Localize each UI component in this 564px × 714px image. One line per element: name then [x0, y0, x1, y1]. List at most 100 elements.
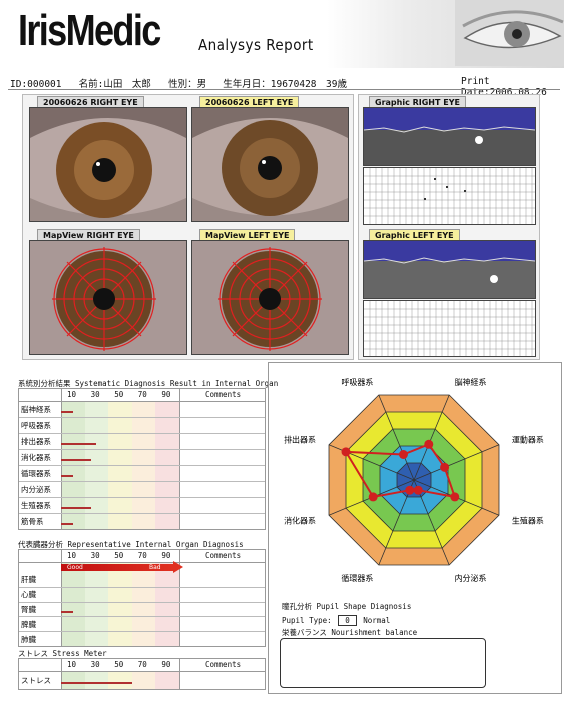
radar-axis-label: 循環器系 [341, 573, 373, 583]
left-eye-photo [191, 107, 349, 222]
radar-point [450, 492, 460, 502]
graphic-left-grid [363, 300, 536, 357]
header-divider [19, 671, 265, 672]
representative-title: 代表臓器分析 Representative Internal Organ Dia… [18, 540, 244, 549]
row-label: 脳神経系 [21, 405, 51, 414]
scale-band [155, 562, 179, 646]
good-label: Good [67, 564, 83, 571]
column-divider [61, 659, 62, 689]
scale-tick-label: 70 [137, 390, 147, 399]
score-bar [61, 523, 73, 525]
graphic-right-strip [363, 107, 536, 166]
scale-tick-label: 70 [137, 551, 147, 560]
radar-point [398, 450, 408, 460]
score-bar [61, 475, 73, 477]
pupil-title: 瞳孔分析 Pupil Shape Diagnosis [282, 602, 412, 611]
row-divider [19, 513, 265, 514]
iris-image-panel: 20060626 RIGHT EYE 20060626 LEFT EYE Map… [22, 94, 354, 360]
radar-spoke [413, 444, 500, 481]
scale-tick-label: 50 [114, 390, 124, 399]
scale-tick-label: 30 [90, 390, 100, 399]
scale-tick-label: 70 [137, 660, 147, 669]
right-eye-photo [29, 107, 187, 222]
column-divider [179, 659, 180, 689]
header-divider [19, 562, 265, 563]
radar-spoke [378, 394, 415, 481]
radar-point [440, 462, 450, 472]
score-bar [61, 507, 91, 509]
stress-table: 10 30 50 70 90 Comments ストレス [18, 658, 266, 690]
scale-tick-label: 10 [67, 390, 77, 399]
radar-axis-label: 運動器系 [512, 434, 544, 444]
row-label: 腎臓 [21, 605, 36, 614]
scale-band [131, 562, 156, 646]
systematic-title: 系統別分析結果 Systematic Diagnosis Result in I… [18, 379, 279, 388]
scale-band [155, 671, 179, 689]
patient-birth: 生年月日：19670428 39歳 [223, 79, 347, 90]
comments-header: Comments [205, 390, 242, 399]
nourish-box [280, 638, 486, 688]
scale-band [108, 562, 132, 646]
print-date: Print Date:2006.08.26 [461, 76, 547, 98]
radar-point [424, 439, 434, 449]
scale-tick-label: 50 [114, 660, 124, 669]
systematic-table: 10 30 50 70 90 Comments 脳神経系 呼吸器系 排出器系 消化器系 循環器系 内分… [18, 388, 266, 530]
score-bar [61, 459, 91, 461]
column-divider [61, 550, 62, 646]
score-bar [61, 443, 97, 445]
scale-tick-label: 50 [114, 551, 124, 560]
scale-tick-label: 90 [161, 390, 171, 399]
pupil-type-label: Pupil Type: [282, 616, 332, 625]
row-divider [19, 586, 265, 588]
radar-point [405, 485, 415, 495]
stress-title: ストレス Stress Meter [18, 649, 107, 658]
header-divider [19, 401, 265, 402]
brand-logo: IrisMedic [18, 6, 161, 55]
radar-point [413, 485, 423, 495]
representative-table: 10 30 50 70 90 Comments Good Bad 肝臓 心臓 腎臓 脾臓 肺臓 [18, 549, 266, 647]
patient-info: ID:000001 名前:山田 太郎 性別：男 生年月日：19670428 39… [10, 76, 347, 90]
score-bar [61, 611, 73, 613]
divider [8, 89, 560, 90]
scale-tick-label: 10 [67, 660, 77, 669]
row-divider [19, 433, 265, 434]
pupil-type-value: 0 [338, 615, 357, 626]
row-divider [19, 616, 265, 618]
left-eye-map [191, 240, 349, 355]
row-divider [19, 417, 265, 418]
row-label: 脾臓 [21, 619, 36, 629]
good-bad-arrow [61, 564, 173, 571]
graphic-left-strip [363, 240, 536, 299]
radar-point [368, 492, 378, 502]
scale-band [108, 671, 132, 689]
radar-axis-label: 脳神経系 [455, 377, 487, 387]
eye-banner-image [455, 0, 564, 66]
patient-name: 名前:山田 太郎 [78, 79, 151, 90]
graphic-panel: Graphic RIGHT EYE Graphic LEFT EYE [358, 94, 540, 360]
scale-tick-label: 10 [67, 551, 77, 560]
row-divider [19, 631, 265, 633]
graphic-right-grid [363, 167, 536, 225]
row-label: 排出器系 [21, 437, 51, 446]
scale-band [61, 562, 85, 646]
row-label: 心臓 [21, 590, 36, 600]
scale-tick-label: 30 [90, 660, 100, 669]
pupil-type-text: Normal [363, 616, 391, 625]
right-eye-map [29, 240, 187, 355]
radar-axis-label: 呼吸器系 [341, 377, 373, 387]
patient-id: ID:000001 [10, 79, 62, 90]
row-label: 肝臓 [21, 575, 36, 585]
arrow-head-icon [173, 561, 183, 573]
radar-spoke [413, 394, 450, 481]
score-bar [61, 411, 73, 413]
scale-tick-label: 90 [161, 551, 171, 560]
row-label: 生殖器系 [21, 501, 51, 510]
row-label: 筋骨系 [21, 517, 44, 526]
patient-sex: 性別：男 [168, 79, 207, 90]
radar-axis-label: 内分泌系 [455, 573, 487, 583]
report-subtitle: Analysys Report [198, 36, 314, 54]
scale-tick-label: 30 [90, 551, 100, 560]
row-divider [19, 481, 265, 482]
row-label: ストレス [21, 676, 51, 685]
